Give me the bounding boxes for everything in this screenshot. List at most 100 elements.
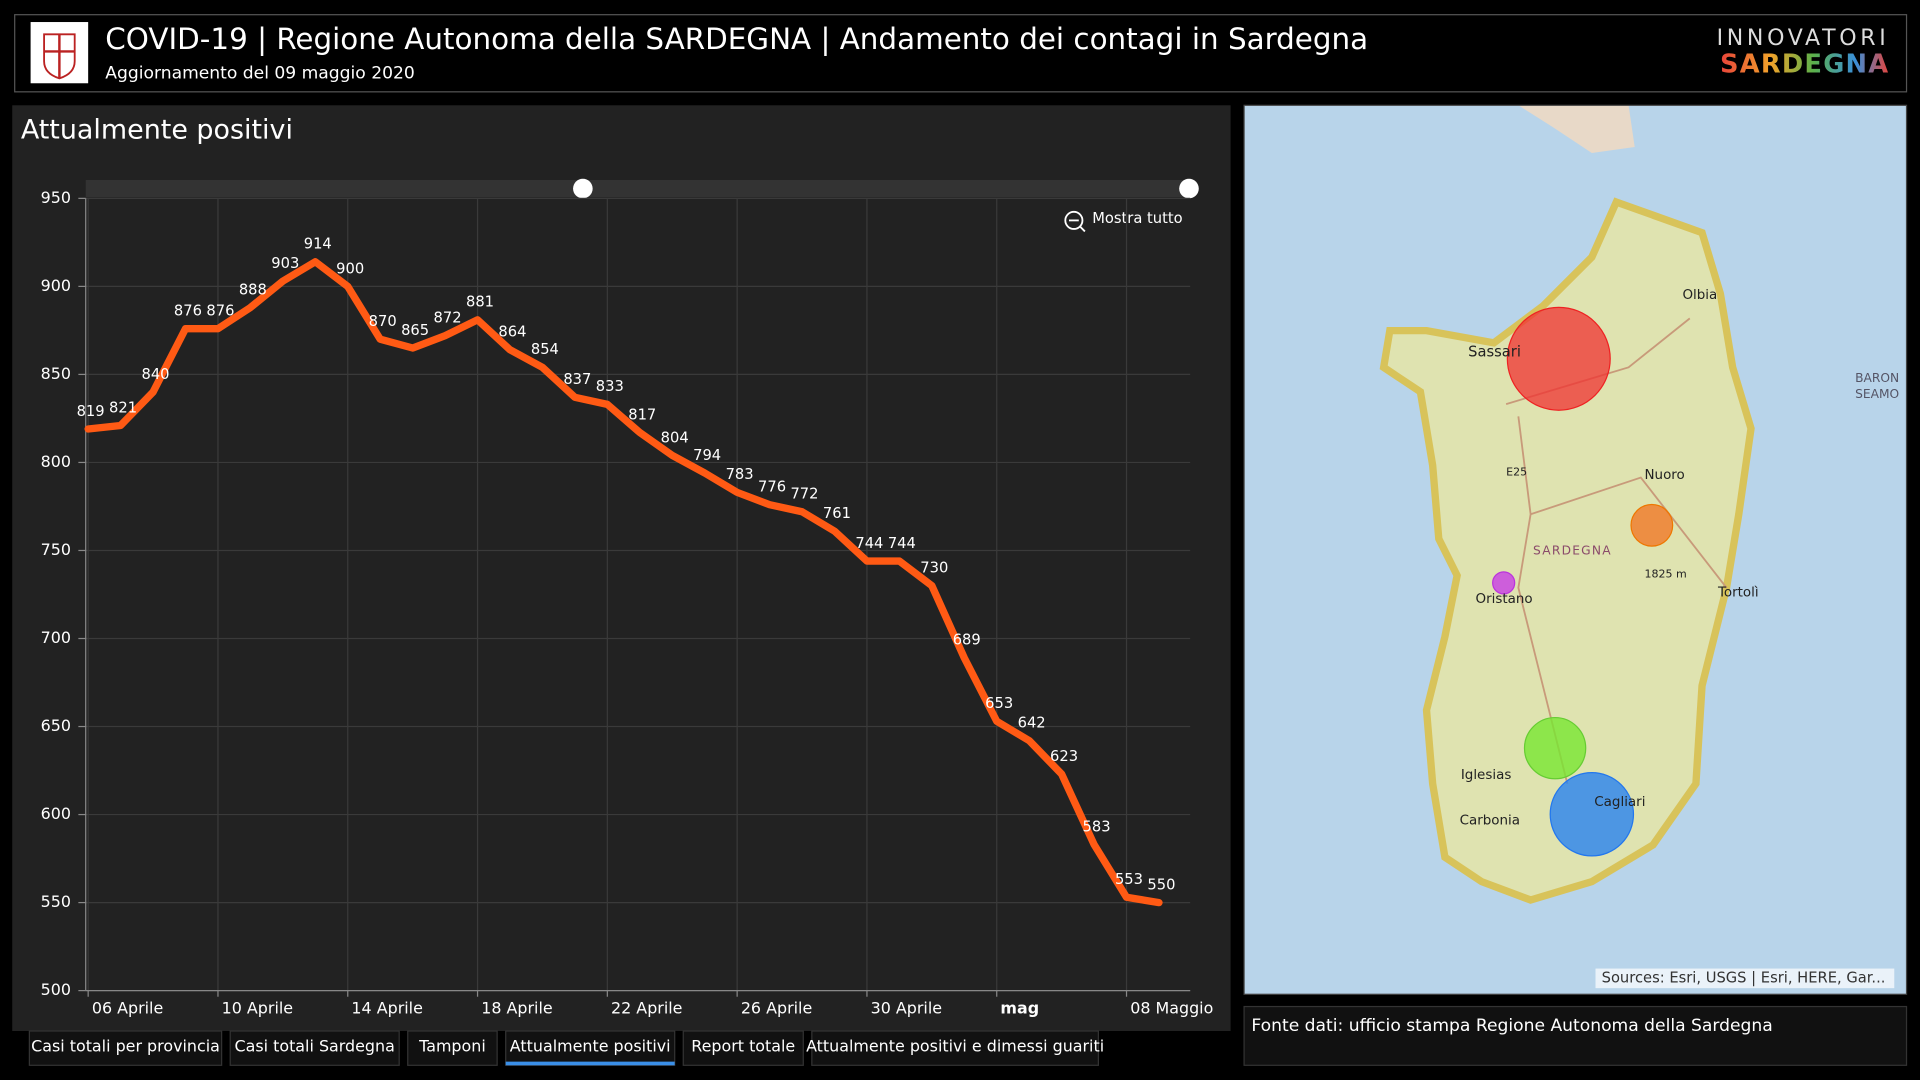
data-label: 553 <box>1115 871 1143 888</box>
tab-box <box>682 1030 804 1066</box>
map-label: Tortolì <box>1717 585 1759 601</box>
zoom-label[interactable]: Mostra tutto <box>1092 210 1182 227</box>
y-tick-label: 750 <box>41 540 71 559</box>
data-label: 903 <box>271 255 299 272</box>
map-label: Oristano <box>1476 592 1533 607</box>
tab-label[interactable]: Casi totali per provincia <box>31 1036 220 1055</box>
x-tick-label: 30 Aprile <box>871 998 942 1017</box>
y-tick-label: 950 <box>41 188 71 207</box>
map-label: Nuoro <box>1644 468 1684 483</box>
chart-title: Attualmente positivi <box>21 115 293 146</box>
data-label: 761 <box>823 505 851 522</box>
tab[interactable]: Tamponi <box>407 1030 498 1066</box>
map-label: SARDEGNA <box>1533 544 1612 558</box>
data-label: 864 <box>498 324 526 341</box>
bubble[interactable] <box>1549 772 1635 857</box>
logo-cross <box>44 34 75 79</box>
scroll-handle[interactable] <box>573 178 593 199</box>
data-label: 876 <box>206 303 234 320</box>
data-label: 772 <box>790 486 818 503</box>
bubble[interactable] <box>1506 306 1611 411</box>
scroll-handle[interactable] <box>1179 178 1199 199</box>
data-label: 783 <box>726 466 754 483</box>
zoom-icon <box>1079 225 1086 233</box>
tab-box <box>505 1030 676 1066</box>
data-label: 776 <box>758 479 786 496</box>
tab[interactable]: Attualmente positivi e dimessi guariti <box>806 1030 1104 1066</box>
zoom-button[interactable]: Mostra tutto <box>1064 210 1183 233</box>
header-box <box>14 14 1908 93</box>
attribution: Sources: Esri, USGS | Esri, HERE, Gar... <box>1602 969 1886 986</box>
source-box <box>1243 1005 1908 1066</box>
source-text: Fonte dati: ufficio stampa Regione Auton… <box>1251 1016 1772 1036</box>
map-label: SEAMO <box>1855 387 1899 401</box>
bubble[interactable] <box>1630 503 1674 547</box>
map-label: BARON <box>1855 371 1899 385</box>
data-label: 642 <box>1018 714 1046 731</box>
x-tick-label: 10 Aprile <box>222 998 293 1017</box>
y-tick-label: 650 <box>41 716 71 735</box>
x-tick-label: 08 Maggio <box>1130 998 1213 1017</box>
map-label: 1825 m <box>1644 567 1686 580</box>
y-tick-label: 900 <box>41 276 71 295</box>
data-label: 840 <box>141 366 169 383</box>
tab-active-bar <box>505 1061 675 1066</box>
data-label: 876 <box>174 303 202 320</box>
bubble[interactable] <box>1523 716 1587 780</box>
x-tick-label: 22 Aprile <box>611 998 682 1017</box>
tab-box <box>407 1030 498 1066</box>
x-tick-label: 18 Aprile <box>481 998 552 1017</box>
data-label: 865 <box>401 322 429 339</box>
data-label: 872 <box>434 310 462 327</box>
tab-box <box>229 1030 400 1066</box>
y-tick-label: 800 <box>41 452 71 471</box>
tab-label[interactable]: Casi totali Sardegna <box>234 1036 394 1055</box>
map: Olbia Sassari Nuoro SARDEGNA Oristano To… <box>1244 105 1907 995</box>
data-label: 730 <box>920 560 948 577</box>
tabs: Casi totali per provincia Casi totali Sar… <box>28 1030 1104 1066</box>
header-title: COVID-19 | Regione Autonoma della SARDEG… <box>105 22 1368 57</box>
chart-panel <box>12 105 1231 1032</box>
data-label: 837 <box>563 371 591 388</box>
data-label: 870 <box>369 313 397 330</box>
data-label: 794 <box>693 447 721 464</box>
tab[interactable]: Attualmente positivi <box>505 1030 676 1066</box>
scroll-track <box>85 180 1191 198</box>
data-label: 689 <box>953 632 981 649</box>
tab-label[interactable]: Report totale <box>691 1036 795 1055</box>
data-label: 819 <box>77 403 105 420</box>
zoom-icon <box>1064 210 1084 230</box>
island <box>1379 197 1755 904</box>
data-label: 900 <box>336 260 364 277</box>
data-label: 817 <box>628 406 656 423</box>
y-tick-label: 700 <box>41 628 71 647</box>
corsica <box>1518 105 1635 154</box>
x-tick-label: 14 Aprile <box>351 998 422 1017</box>
tab-label[interactable]: Attualmente positivi e dimessi guariti <box>806 1036 1104 1055</box>
bubble[interactable] <box>1492 571 1516 595</box>
attribution-box <box>1595 968 1895 989</box>
tab[interactable]: Casi totali per provincia <box>28 1030 223 1066</box>
map-border <box>1243 104 1908 995</box>
data-label: 583 <box>1083 818 1111 835</box>
tab-box <box>811 1030 1099 1066</box>
data-label: 804 <box>661 429 689 446</box>
x-tick-label: mag <box>1000 998 1039 1017</box>
tab-label[interactable]: Attualmente positivi <box>510 1036 671 1055</box>
x-tick-label: 26 Aprile <box>741 998 812 1017</box>
map-label: E25 <box>1506 466 1527 479</box>
header-subtitle: Aggiornamento del 09 maggio 2020 <box>105 63 415 83</box>
data-label: 744 <box>855 535 883 552</box>
data-label: 653 <box>985 695 1013 712</box>
brand-top: INNOVATORI <box>1717 26 1890 51</box>
map-label: Cagliari <box>1594 795 1645 810</box>
data-label: 881 <box>466 294 494 311</box>
y-tick-label: 600 <box>41 804 71 823</box>
tab[interactable]: Report totale <box>682 1030 804 1066</box>
tab-label[interactable]: Tamponi <box>418 1036 486 1055</box>
tab[interactable]: Casi totali Sardegna <box>229 1030 400 1066</box>
data-label: 888 <box>239 281 267 298</box>
line <box>84 258 1163 907</box>
